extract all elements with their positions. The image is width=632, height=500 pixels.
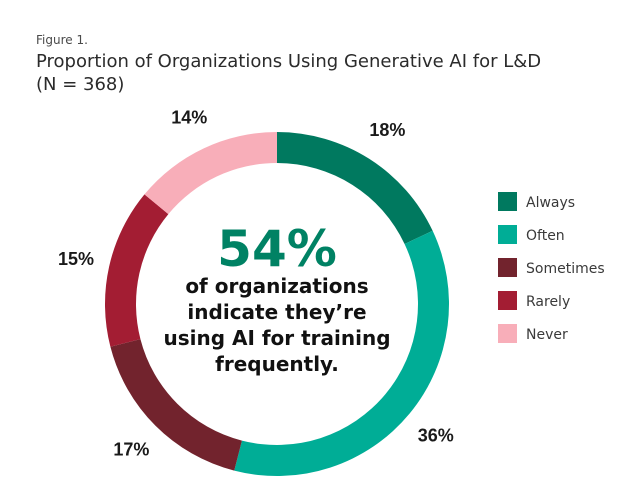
slice-always <box>277 132 433 244</box>
value-label-never: 14% <box>171 108 207 128</box>
slice-rarely <box>104 194 169 347</box>
legend-label-often: Often <box>526 228 565 244</box>
value-label-sometimes: 17% <box>113 440 149 460</box>
center-text-line: frequently. <box>215 352 339 376</box>
legend-label-sometimes: Sometimes <box>526 261 605 277</box>
legend-swatch-rarely <box>498 291 517 310</box>
legend-swatch-always <box>498 192 517 211</box>
legend-label-rarely: Rarely <box>526 294 570 310</box>
slice-value-labels: 18% 36% 17% 15% 14% <box>58 108 454 460</box>
center-text-line: using AI for training <box>163 326 390 350</box>
legend-swatch-never <box>498 324 517 343</box>
value-label-often: 36% <box>418 425 454 445</box>
chart-title: Proportion of Organizations Using Genera… <box>36 51 542 72</box>
chart-subtitle: (N = 368) <box>36 74 125 95</box>
slice-sometimes <box>110 339 242 471</box>
legend: Always Often Sometimes Rarely Never <box>498 192 605 343</box>
value-label-always: 18% <box>369 120 405 140</box>
center-text-line: indicate they’re <box>187 300 366 324</box>
legend-label-always: Always <box>526 195 575 211</box>
center-value: 54% <box>217 220 337 278</box>
slice-often <box>234 230 450 477</box>
legend-swatch-often <box>498 225 517 244</box>
legend-label-never: Never <box>526 327 568 343</box>
value-label-rarely: 15% <box>58 249 94 269</box>
figure-label: Figure 1. <box>36 33 88 47</box>
slice-never <box>144 132 277 215</box>
donut-slices <box>104 132 450 477</box>
center-text-line: of organizations <box>185 274 368 298</box>
legend-swatch-sometimes <box>498 258 517 277</box>
